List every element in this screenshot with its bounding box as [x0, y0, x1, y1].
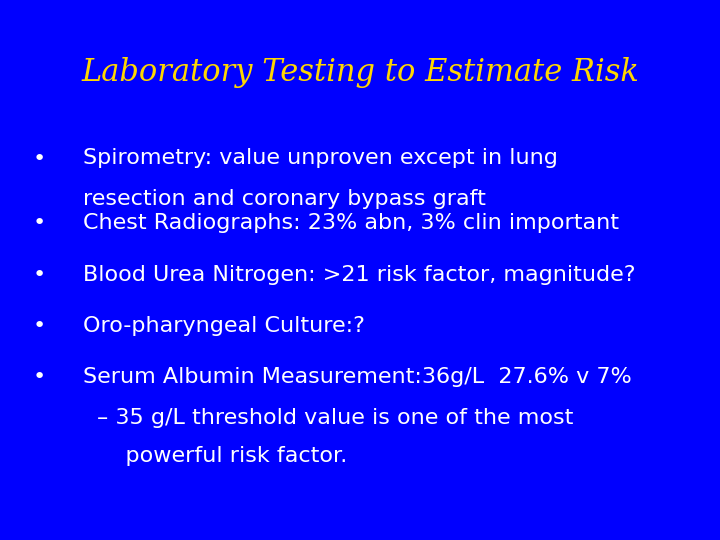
- Text: Serum Albumin Measurement:36g/L  27.6% v 7%: Serum Albumin Measurement:36g/L 27.6% v …: [83, 367, 631, 387]
- Text: Oro-pharyngeal Culture:?: Oro-pharyngeal Culture:?: [83, 316, 364, 336]
- Text: Chest Radiographs: 23% abn, 3% clin important: Chest Radiographs: 23% abn, 3% clin impo…: [83, 213, 618, 233]
- Text: •: •: [33, 265, 46, 285]
- Text: •: •: [33, 316, 46, 336]
- Text: Spirometry: value unproven except in lung: Spirometry: value unproven except in lun…: [83, 148, 558, 168]
- Text: resection and coronary bypass graft: resection and coronary bypass graft: [83, 189, 486, 209]
- Text: •: •: [33, 367, 46, 387]
- Text: Laboratory Testing to Estimate Risk: Laboratory Testing to Estimate Risk: [81, 57, 639, 89]
- Text: Blood Urea Nitrogen: >21 risk factor, magnitude?: Blood Urea Nitrogen: >21 risk factor, ma…: [83, 265, 635, 285]
- Text: •: •: [33, 148, 46, 168]
- Text: •: •: [33, 213, 46, 233]
- Text: – 35 g/L threshold value is one of the most: – 35 g/L threshold value is one of the m…: [97, 408, 574, 428]
- Text: powerful risk factor.: powerful risk factor.: [97, 446, 348, 465]
